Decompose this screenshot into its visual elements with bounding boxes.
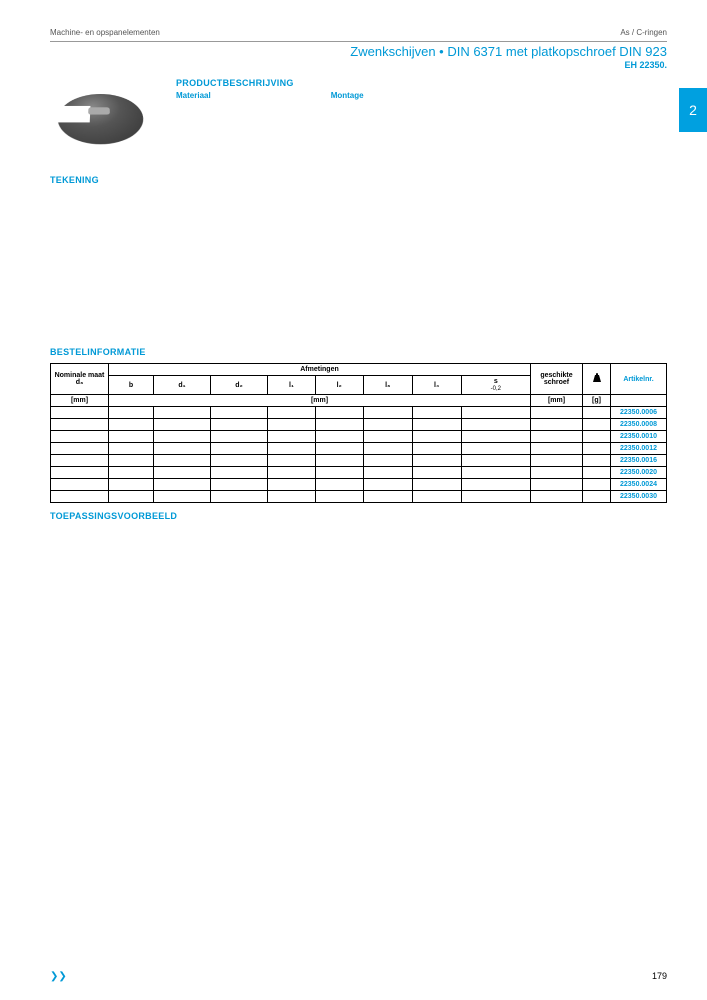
montage-label: Montage: [331, 91, 364, 100]
table-row: 22350.0030: [51, 491, 667, 503]
table-row: 22350.0024: [51, 479, 667, 491]
bestel-heading: BESTELINFORMATIE: [50, 347, 667, 357]
page-subtitle: EH 22350.: [50, 60, 667, 70]
col-afmetingen: Afmetingen: [109, 364, 531, 376]
footer-arrows-icon: ❯❯: [50, 971, 67, 982]
article-number[interactable]: 22350.0012: [611, 443, 667, 455]
unit-g: [g]: [583, 395, 611, 407]
table-row: 22350.0020: [51, 467, 667, 479]
product-description-heading: PRODUCTBESCHRIJVING: [176, 78, 667, 88]
page-title: Zwenkschijven • DIN 6371 met platkopschr…: [50, 44, 667, 59]
article-number[interactable]: 22350.0030: [611, 491, 667, 503]
article-number[interactable]: 22350.0024: [611, 479, 667, 491]
col-d1: d₁: [154, 376, 211, 395]
col-l2: l₂: [315, 376, 363, 395]
table-row: 22350.0006: [51, 407, 667, 419]
article-number[interactable]: 22350.0020: [611, 467, 667, 479]
chapter-tab: 2: [679, 88, 707, 132]
col-d2: d₂: [210, 376, 268, 395]
tekening-heading: TEKENING: [50, 175, 667, 185]
top-rule: [50, 41, 667, 42]
unit-mm-3: [mm]: [531, 395, 583, 407]
col-artikel: Artikelnr.: [611, 364, 667, 395]
drawing-area: [50, 185, 667, 335]
header-left: Machine- en opspanelementen: [50, 28, 160, 37]
table-row: 22350.0008: [51, 419, 667, 431]
table-row: 22350.0016: [51, 455, 667, 467]
product-image: [50, 78, 160, 163]
toepassing-heading: TOEPASSINGSVOORBEELD: [50, 511, 667, 521]
col-l1: l₁: [268, 376, 315, 395]
article-number[interactable]: 22350.0008: [611, 419, 667, 431]
table-row: 22350.0012: [51, 443, 667, 455]
page-number: 179: [652, 971, 667, 982]
article-number[interactable]: 22350.0010: [611, 431, 667, 443]
header-right: As / C-ringen: [620, 28, 667, 37]
col-s: s -0,2: [461, 376, 530, 395]
unit-mm-1: [mm]: [51, 395, 109, 407]
weight-icon: [592, 373, 602, 383]
col-l3: l₃: [363, 376, 412, 395]
col-b: b: [109, 376, 154, 395]
unit-mm-2: [mm]: [109, 395, 531, 407]
material-label: Materiaal: [176, 91, 211, 100]
article-number[interactable]: 22350.0006: [611, 407, 667, 419]
article-number[interactable]: 22350.0016: [611, 455, 667, 467]
col-nominal: Nominale maat: [54, 372, 105, 379]
order-table: Nominale maat d₃ Afmetingen geschikte sc…: [50, 363, 667, 503]
col-nominal-sub: d₃: [54, 379, 105, 386]
table-row: 22350.0010: [51, 431, 667, 443]
col-l4: l₄: [412, 376, 461, 395]
col-schroef: geschikte schroef: [531, 364, 583, 395]
